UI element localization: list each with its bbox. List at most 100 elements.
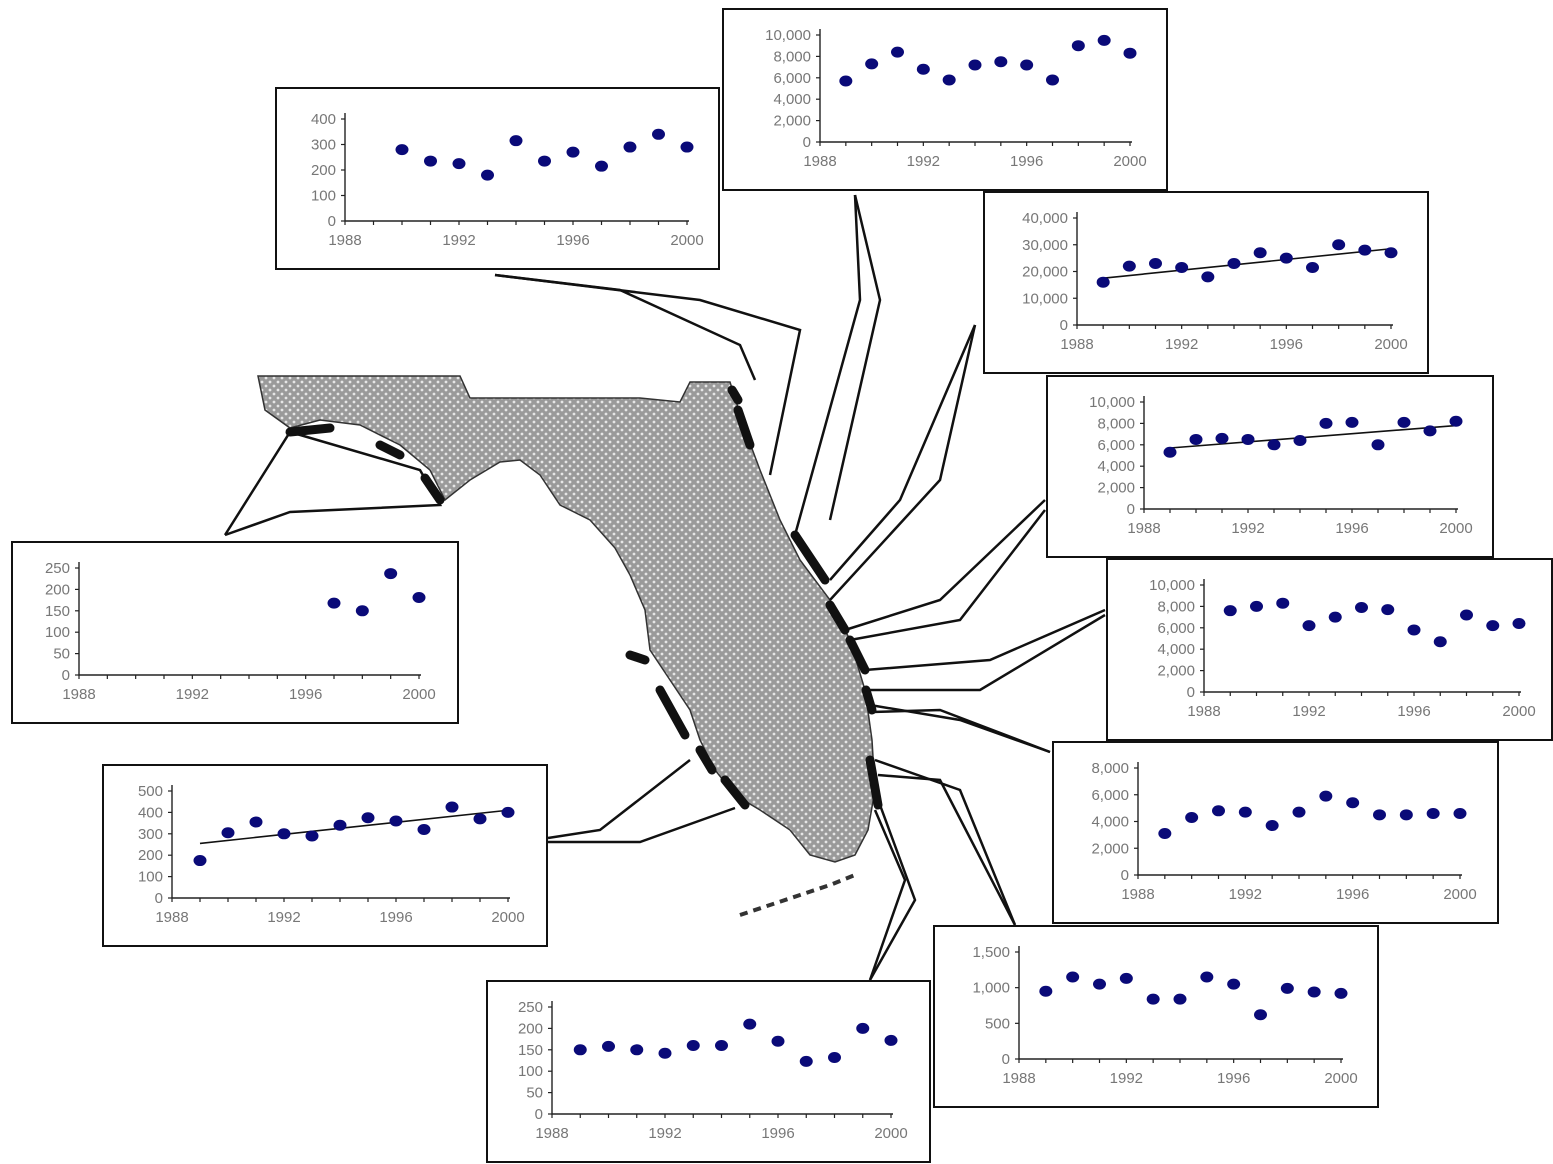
data-point	[1372, 439, 1385, 450]
x-tick-label: 1988	[1002, 1070, 1035, 1087]
data-point	[194, 855, 207, 866]
data-point	[1346, 417, 1359, 428]
x-tick-label: 2000	[670, 232, 703, 249]
data-point	[1266, 820, 1279, 831]
x-tick-label: 1996	[1217, 1070, 1250, 1087]
y-tick-label: 0	[155, 890, 163, 907]
data-point	[1454, 808, 1467, 819]
chart-e-4: 1988 1992 1996 2000 10,000 8,000 6,000 4,000 2,0…	[1108, 560, 1551, 739]
data-point	[1046, 74, 1059, 85]
x-tick-label: 1992	[176, 686, 209, 703]
data-point	[1385, 247, 1398, 258]
chart-se-6: 1988 1992 1996 2000 1,500 1,000 500 0	[935, 927, 1377, 1106]
x-tick-label: 1996	[1010, 153, 1043, 170]
chart-panel-ne-north: 1988 1992 1996 2000 10,000 8,000 6,000 4,000 2,0…	[722, 8, 1168, 191]
x-tick-label: 1996	[1270, 336, 1303, 353]
chart-sw-gulf: 1988 1992 1996 2000 500 400 300 200 100 0	[104, 766, 546, 945]
x-tick-label: 1988	[1121, 886, 1154, 903]
data-point	[772, 1036, 785, 1047]
chart-nw-panhandle: 1988 1992 1996 20004003002001000	[277, 89, 718, 268]
data-point	[839, 76, 852, 87]
data-point	[659, 1048, 672, 1059]
data-point	[800, 1056, 813, 1067]
y-tick-label: 200	[45, 581, 70, 598]
chart-se-5: 1988 1992 1996 20008,0006,0004,0002,0000	[1054, 743, 1497, 922]
axes	[552, 1001, 893, 1114]
x-tick-label: 1992	[267, 909, 300, 926]
data-point	[828, 1052, 841, 1063]
data-point	[917, 64, 930, 75]
data-point	[1164, 447, 1177, 458]
data-point	[943, 74, 956, 85]
y-tick-label: 150	[518, 1042, 543, 1059]
data-point	[1303, 620, 1316, 631]
axes	[345, 113, 689, 221]
y-tick-label: 20,000	[1022, 264, 1068, 281]
y-tick-label: 10,000	[765, 27, 811, 44]
x-tick-label: 1992	[1292, 703, 1325, 720]
data-point	[1486, 620, 1499, 631]
axes	[79, 562, 421, 675]
x-tick-label: 1996	[761, 1125, 794, 1142]
data-point	[250, 817, 263, 828]
data-point	[856, 1023, 869, 1034]
chart-panel-e-3: 1988 1992 1996 2000 10,000 8,000 6,000 4,000 2,0…	[1046, 375, 1494, 558]
data-point	[687, 1040, 700, 1051]
data-point	[446, 802, 459, 813]
x-tick-label: 1988	[62, 686, 95, 703]
data-point	[743, 1019, 756, 1030]
y-tick-label: 2,000	[1097, 480, 1135, 497]
data-point	[1212, 805, 1225, 816]
data-point	[453, 158, 466, 169]
data-point	[1513, 618, 1526, 629]
x-tick-label: 1988	[328, 232, 361, 249]
data-point	[1201, 271, 1214, 282]
x-tick-label: 1996	[1397, 703, 1430, 720]
data-point	[362, 812, 375, 823]
data-point	[510, 135, 523, 146]
data-point	[1320, 418, 1333, 429]
chart-panel-nw-panhandle: 1988 1992 1996 2000 400 300 200 100 0	[275, 87, 720, 270]
data-point	[1335, 988, 1348, 999]
data-point	[1381, 604, 1394, 615]
data-point	[1398, 417, 1411, 428]
data-point	[278, 828, 291, 839]
chart-panel-ne-2: 1988 1992 1996 2000 40,000 30,000 20,000 10,000…	[983, 191, 1429, 374]
y-tick-label: 8,000	[1091, 760, 1129, 777]
data-point	[390, 815, 403, 826]
y-tick-label: 0	[62, 667, 70, 684]
x-tick-label: 1992	[648, 1125, 681, 1142]
y-tick-label: 300	[138, 826, 163, 843]
y-tick-label: 200	[138, 847, 163, 864]
data-point	[1216, 433, 1229, 444]
data-point	[1276, 598, 1289, 609]
trend-line	[1103, 249, 1391, 278]
y-tick-label: 0	[1121, 867, 1129, 884]
data-point	[1072, 40, 1085, 51]
data-point	[1039, 986, 1052, 997]
data-point	[1460, 609, 1473, 620]
x-tick-label: 1988	[535, 1125, 568, 1142]
y-tick-label: 8,000	[1097, 415, 1135, 432]
data-point	[624, 142, 637, 153]
x-tick-label: 1992	[1231, 520, 1264, 537]
y-tick-label: 1,000	[972, 980, 1010, 997]
y-tick-label: 2,000	[773, 113, 811, 130]
data-point	[1293, 807, 1306, 818]
chart-ne-north: 1988 1992 1996 200010,0008,0006,0004,0002,0…	[724, 10, 1166, 189]
data-point	[1147, 994, 1160, 1005]
data-point	[1185, 812, 1198, 823]
axes	[820, 29, 1132, 142]
y-tick-label: 50	[53, 646, 70, 663]
data-point	[474, 813, 487, 824]
x-tick-label: 2000	[491, 909, 524, 926]
data-point	[602, 1041, 615, 1052]
data-point	[1434, 636, 1447, 647]
data-point	[334, 820, 347, 831]
data-point	[502, 807, 515, 818]
data-point	[1280, 253, 1293, 264]
y-tick-label: 30,000	[1022, 237, 1068, 254]
y-tick-label: 400	[138, 804, 163, 821]
data-point	[1224, 605, 1237, 616]
